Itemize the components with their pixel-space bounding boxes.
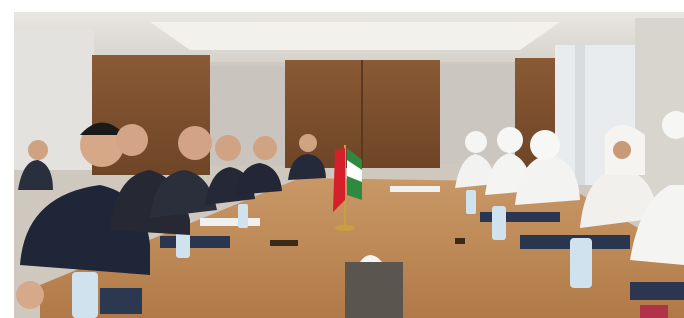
head xyxy=(116,124,148,156)
head xyxy=(215,135,241,161)
water-bottle xyxy=(492,206,506,240)
table-slot xyxy=(270,240,298,246)
logo-mark xyxy=(640,305,668,318)
curtain xyxy=(575,45,585,185)
paper xyxy=(200,218,260,226)
tissue-box xyxy=(345,262,403,318)
headscarf xyxy=(465,131,487,153)
water-bottle xyxy=(238,204,248,228)
headscarf xyxy=(497,127,523,153)
water-bottle xyxy=(72,272,98,318)
headscarf xyxy=(530,130,560,160)
paper xyxy=(390,186,440,192)
folder xyxy=(630,282,684,300)
meeting-photo xyxy=(0,0,684,318)
head xyxy=(299,134,317,152)
head xyxy=(178,126,212,160)
table-slot xyxy=(455,238,465,244)
water-bottle xyxy=(570,238,592,288)
hand xyxy=(16,281,44,309)
flag-base xyxy=(335,225,355,231)
head xyxy=(28,140,48,160)
head xyxy=(253,136,277,160)
ceiling-light xyxy=(150,22,560,50)
face xyxy=(613,141,631,159)
water-bottle xyxy=(466,190,476,214)
folder xyxy=(100,288,142,314)
folder xyxy=(160,236,230,248)
